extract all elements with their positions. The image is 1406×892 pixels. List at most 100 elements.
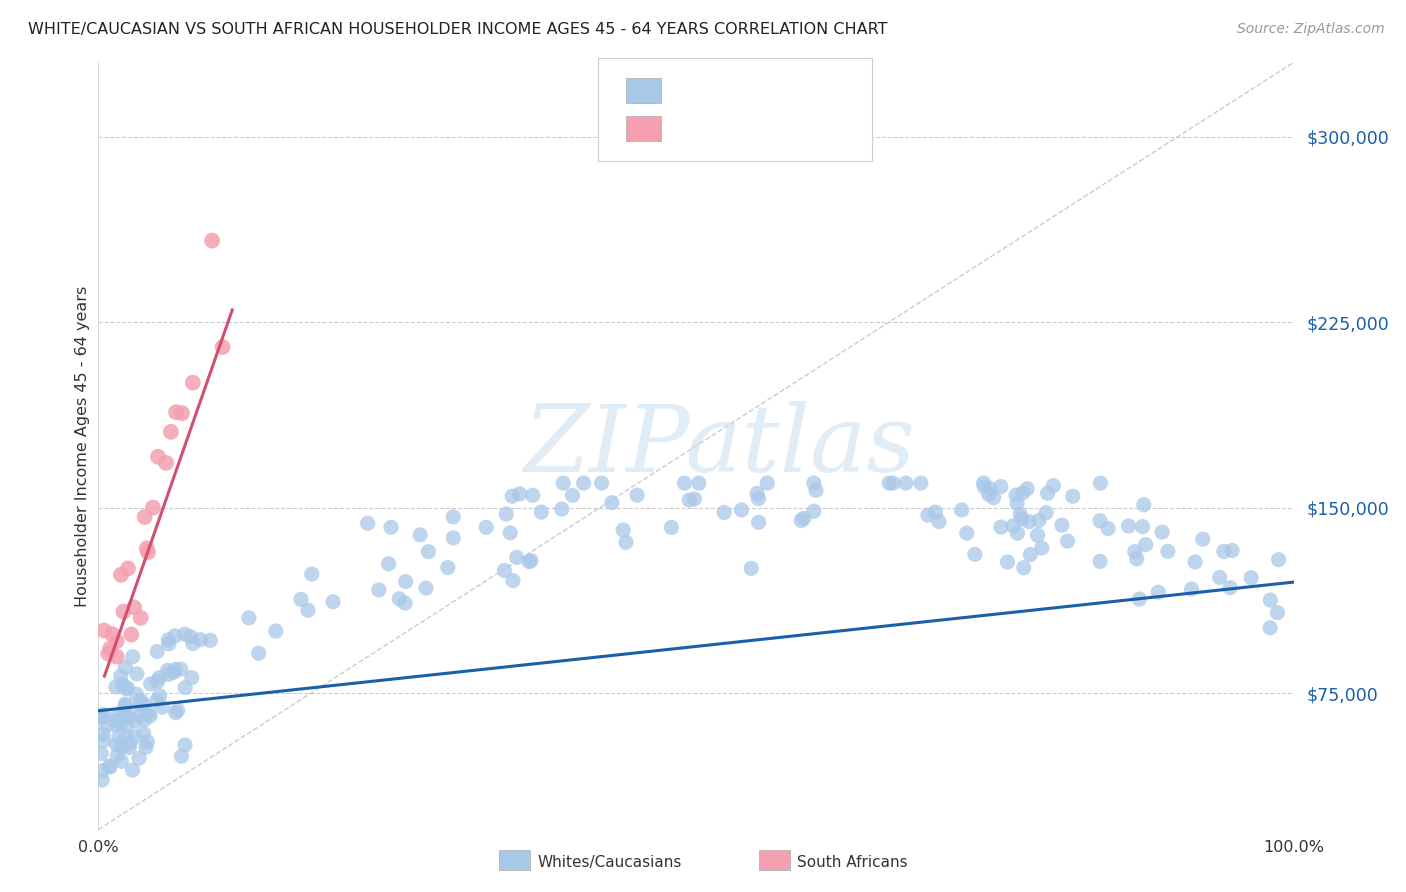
Point xyxy=(520,554,543,568)
Point xyxy=(290,592,312,607)
Point xyxy=(522,488,544,502)
Point xyxy=(1088,554,1111,568)
Point xyxy=(1097,522,1119,536)
Point xyxy=(1050,518,1073,533)
Point xyxy=(132,726,155,740)
Point xyxy=(1031,541,1053,555)
Point xyxy=(673,476,696,491)
Point xyxy=(1118,519,1140,533)
Point xyxy=(111,677,134,691)
Point xyxy=(1005,488,1028,502)
Point xyxy=(977,487,1000,501)
Point xyxy=(165,706,187,720)
Point xyxy=(530,505,553,519)
Point xyxy=(561,488,583,502)
Point xyxy=(146,674,169,689)
Point xyxy=(437,560,460,574)
Point xyxy=(917,508,939,523)
Point xyxy=(1012,560,1035,574)
Text: R =: R = xyxy=(671,79,707,97)
Point xyxy=(1042,479,1064,493)
Point xyxy=(1157,544,1180,558)
Point xyxy=(146,644,169,658)
Point xyxy=(572,476,595,491)
Point xyxy=(180,671,202,685)
Text: 0.746: 0.746 xyxy=(702,79,749,97)
Point xyxy=(1209,570,1232,584)
Point xyxy=(101,627,124,641)
Point xyxy=(591,476,613,491)
Text: 0.581: 0.581 xyxy=(702,118,749,136)
Point xyxy=(612,523,634,537)
Point xyxy=(475,520,498,534)
Point xyxy=(1191,532,1213,546)
Point xyxy=(517,555,540,569)
Point xyxy=(683,491,706,506)
Point xyxy=(105,634,128,648)
Y-axis label: Householder Income Ages 45 - 64 years: Householder Income Ages 45 - 64 years xyxy=(75,285,90,607)
Point xyxy=(441,531,464,545)
Point xyxy=(105,738,128,752)
Point xyxy=(973,480,995,494)
Point xyxy=(1019,548,1042,562)
Text: 200: 200 xyxy=(793,79,824,97)
Point xyxy=(388,591,411,606)
Point xyxy=(688,476,710,491)
Point xyxy=(114,681,136,696)
Point xyxy=(136,545,159,559)
Point xyxy=(180,630,202,644)
Point xyxy=(157,667,180,681)
Point xyxy=(659,520,682,534)
Point xyxy=(117,561,139,575)
Point xyxy=(756,476,779,491)
Point xyxy=(165,405,187,419)
Point xyxy=(301,567,323,582)
Point xyxy=(145,693,167,707)
Point xyxy=(165,663,187,677)
Point xyxy=(122,600,145,615)
Point xyxy=(1005,496,1028,510)
Point xyxy=(170,749,193,764)
Point xyxy=(110,567,132,582)
Point xyxy=(745,486,768,500)
Point xyxy=(1132,519,1154,533)
Point xyxy=(626,488,648,502)
Point xyxy=(748,516,770,530)
Point xyxy=(501,489,523,503)
Point xyxy=(117,681,139,695)
Text: South Africans: South Africans xyxy=(797,855,908,871)
Point xyxy=(713,506,735,520)
Point xyxy=(93,624,115,638)
Point xyxy=(138,706,160,721)
Point xyxy=(494,564,516,578)
Point xyxy=(148,671,170,685)
Point xyxy=(120,627,142,641)
Point xyxy=(110,716,132,731)
Point xyxy=(322,595,344,609)
Point xyxy=(201,234,224,248)
Point xyxy=(394,596,416,610)
Point xyxy=(499,525,522,540)
Point xyxy=(114,698,136,713)
Point xyxy=(297,603,319,617)
Point xyxy=(98,641,121,656)
Point xyxy=(134,510,156,524)
Point xyxy=(1090,476,1112,491)
Point xyxy=(1219,581,1241,595)
Point xyxy=(139,677,162,691)
Point xyxy=(114,730,136,744)
Point xyxy=(110,755,132,769)
Point xyxy=(112,706,135,721)
Point xyxy=(211,340,233,354)
Point xyxy=(877,476,900,491)
Point xyxy=(1088,514,1111,528)
Point xyxy=(136,735,159,749)
Point xyxy=(1152,525,1174,540)
Point xyxy=(553,476,575,491)
Point xyxy=(1147,585,1170,599)
Point xyxy=(367,582,389,597)
Point xyxy=(96,718,118,732)
Point xyxy=(495,507,517,521)
Point xyxy=(1036,486,1059,500)
Point xyxy=(124,730,146,744)
